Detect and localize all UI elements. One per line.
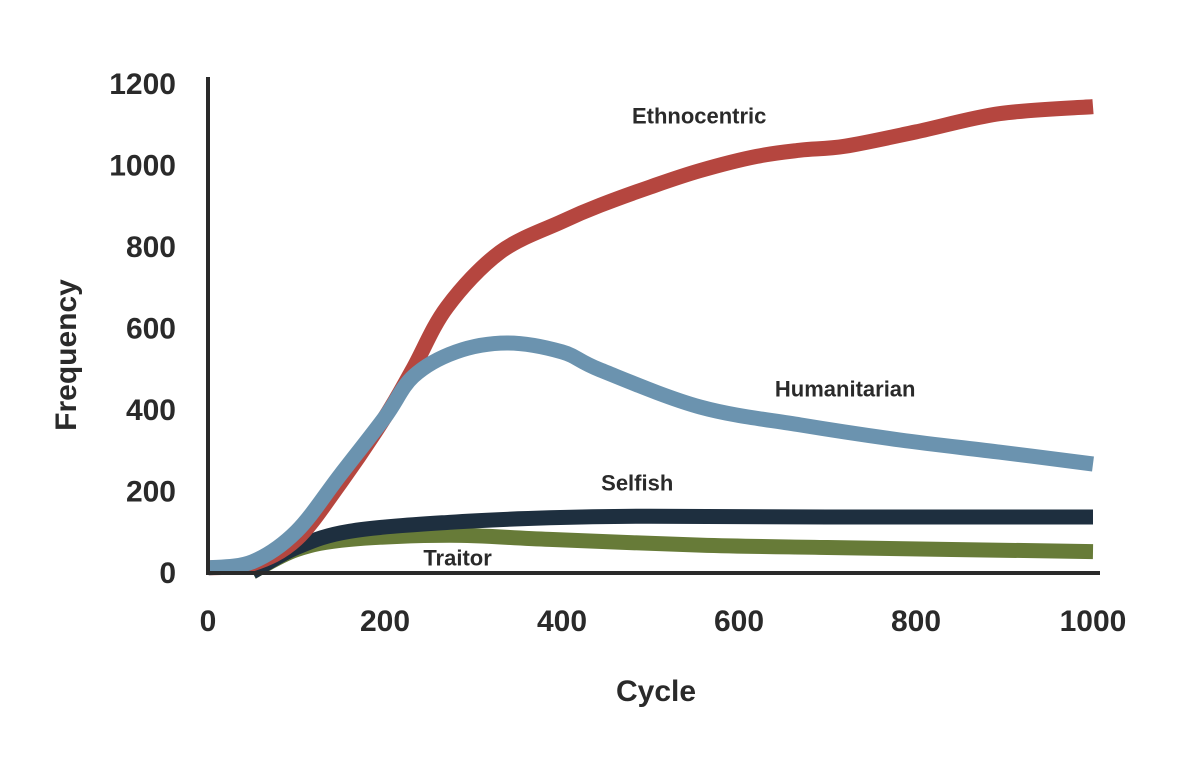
x-tick-label: 800 [891, 605, 941, 638]
y-tick-label: 600 [126, 313, 176, 346]
series-line-traitor [248, 527, 1094, 579]
y-axis-title: Frequency [50, 279, 83, 431]
x-tick-label: 200 [360, 605, 410, 638]
series-line-selfish [248, 508, 1094, 579]
y-tick-label: 0 [159, 557, 176, 590]
series-line-humanitarian [206, 335, 1094, 576]
y-tick-labels: 0 200 400 600 800 1000 1200 [109, 68, 176, 590]
y-tick-label: 1000 [109, 150, 176, 183]
series-label-ethnocentric: Ethnocentric [632, 104, 766, 129]
x-axis-title: Cycle [616, 675, 696, 708]
series-label-humanitarian: Humanitarian [775, 377, 916, 402]
x-tick-labels: 0 200 400 600 800 1000 [200, 605, 1127, 638]
x-tick-label: 600 [714, 605, 764, 638]
y-tick-label: 200 [126, 476, 176, 509]
series-layer [206, 99, 1094, 579]
x-tick-label: 1000 [1060, 605, 1127, 638]
y-tick-label: 1200 [109, 68, 176, 101]
x-tick-label: 0 [200, 605, 217, 638]
series-labels: Ethnocentric Humanitarian Selfish Traitor [423, 104, 915, 571]
y-tick-label: 800 [126, 231, 176, 264]
x-tick-label: 400 [537, 605, 587, 638]
y-tick-label: 400 [126, 394, 176, 427]
series-label-selfish: Selfish [601, 470, 673, 495]
series-line-ethnocentric [207, 99, 1094, 576]
series-label-traitor: Traitor [423, 546, 492, 571]
